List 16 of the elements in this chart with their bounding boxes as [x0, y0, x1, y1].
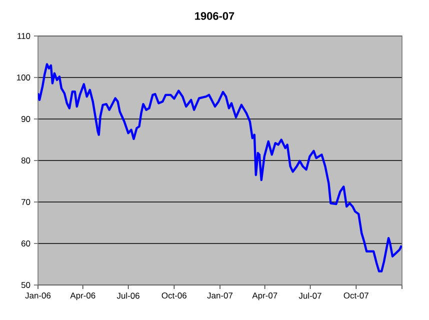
chart-title: 1906-07 [195, 12, 234, 20]
y-tick-label: 60 [22, 240, 30, 246]
y-tick-label: 80 [21, 158, 30, 164]
y-tick-label: 90 [21, 116, 30, 122]
x-tick-label: Jan-07 [207, 292, 233, 299]
y-tick-label: 100 [16, 74, 30, 80]
x-tick-label: Jul-06 [116, 292, 140, 299]
x-tick-label: Jul-07 [298, 292, 322, 299]
x-tick-label: Jan-06 [25, 292, 51, 299]
x-tick-label: Apr-07 [252, 292, 278, 300]
x-tick-label: Apr-06 [70, 292, 96, 300]
x-tick-label: Oct-06 [162, 292, 186, 299]
y-tick-label: 110 [18, 33, 30, 39]
y-tick-label: 70 [22, 199, 30, 205]
x-tick-label: Oct-07 [344, 292, 368, 299]
y-tick-label: 50 [21, 282, 30, 288]
